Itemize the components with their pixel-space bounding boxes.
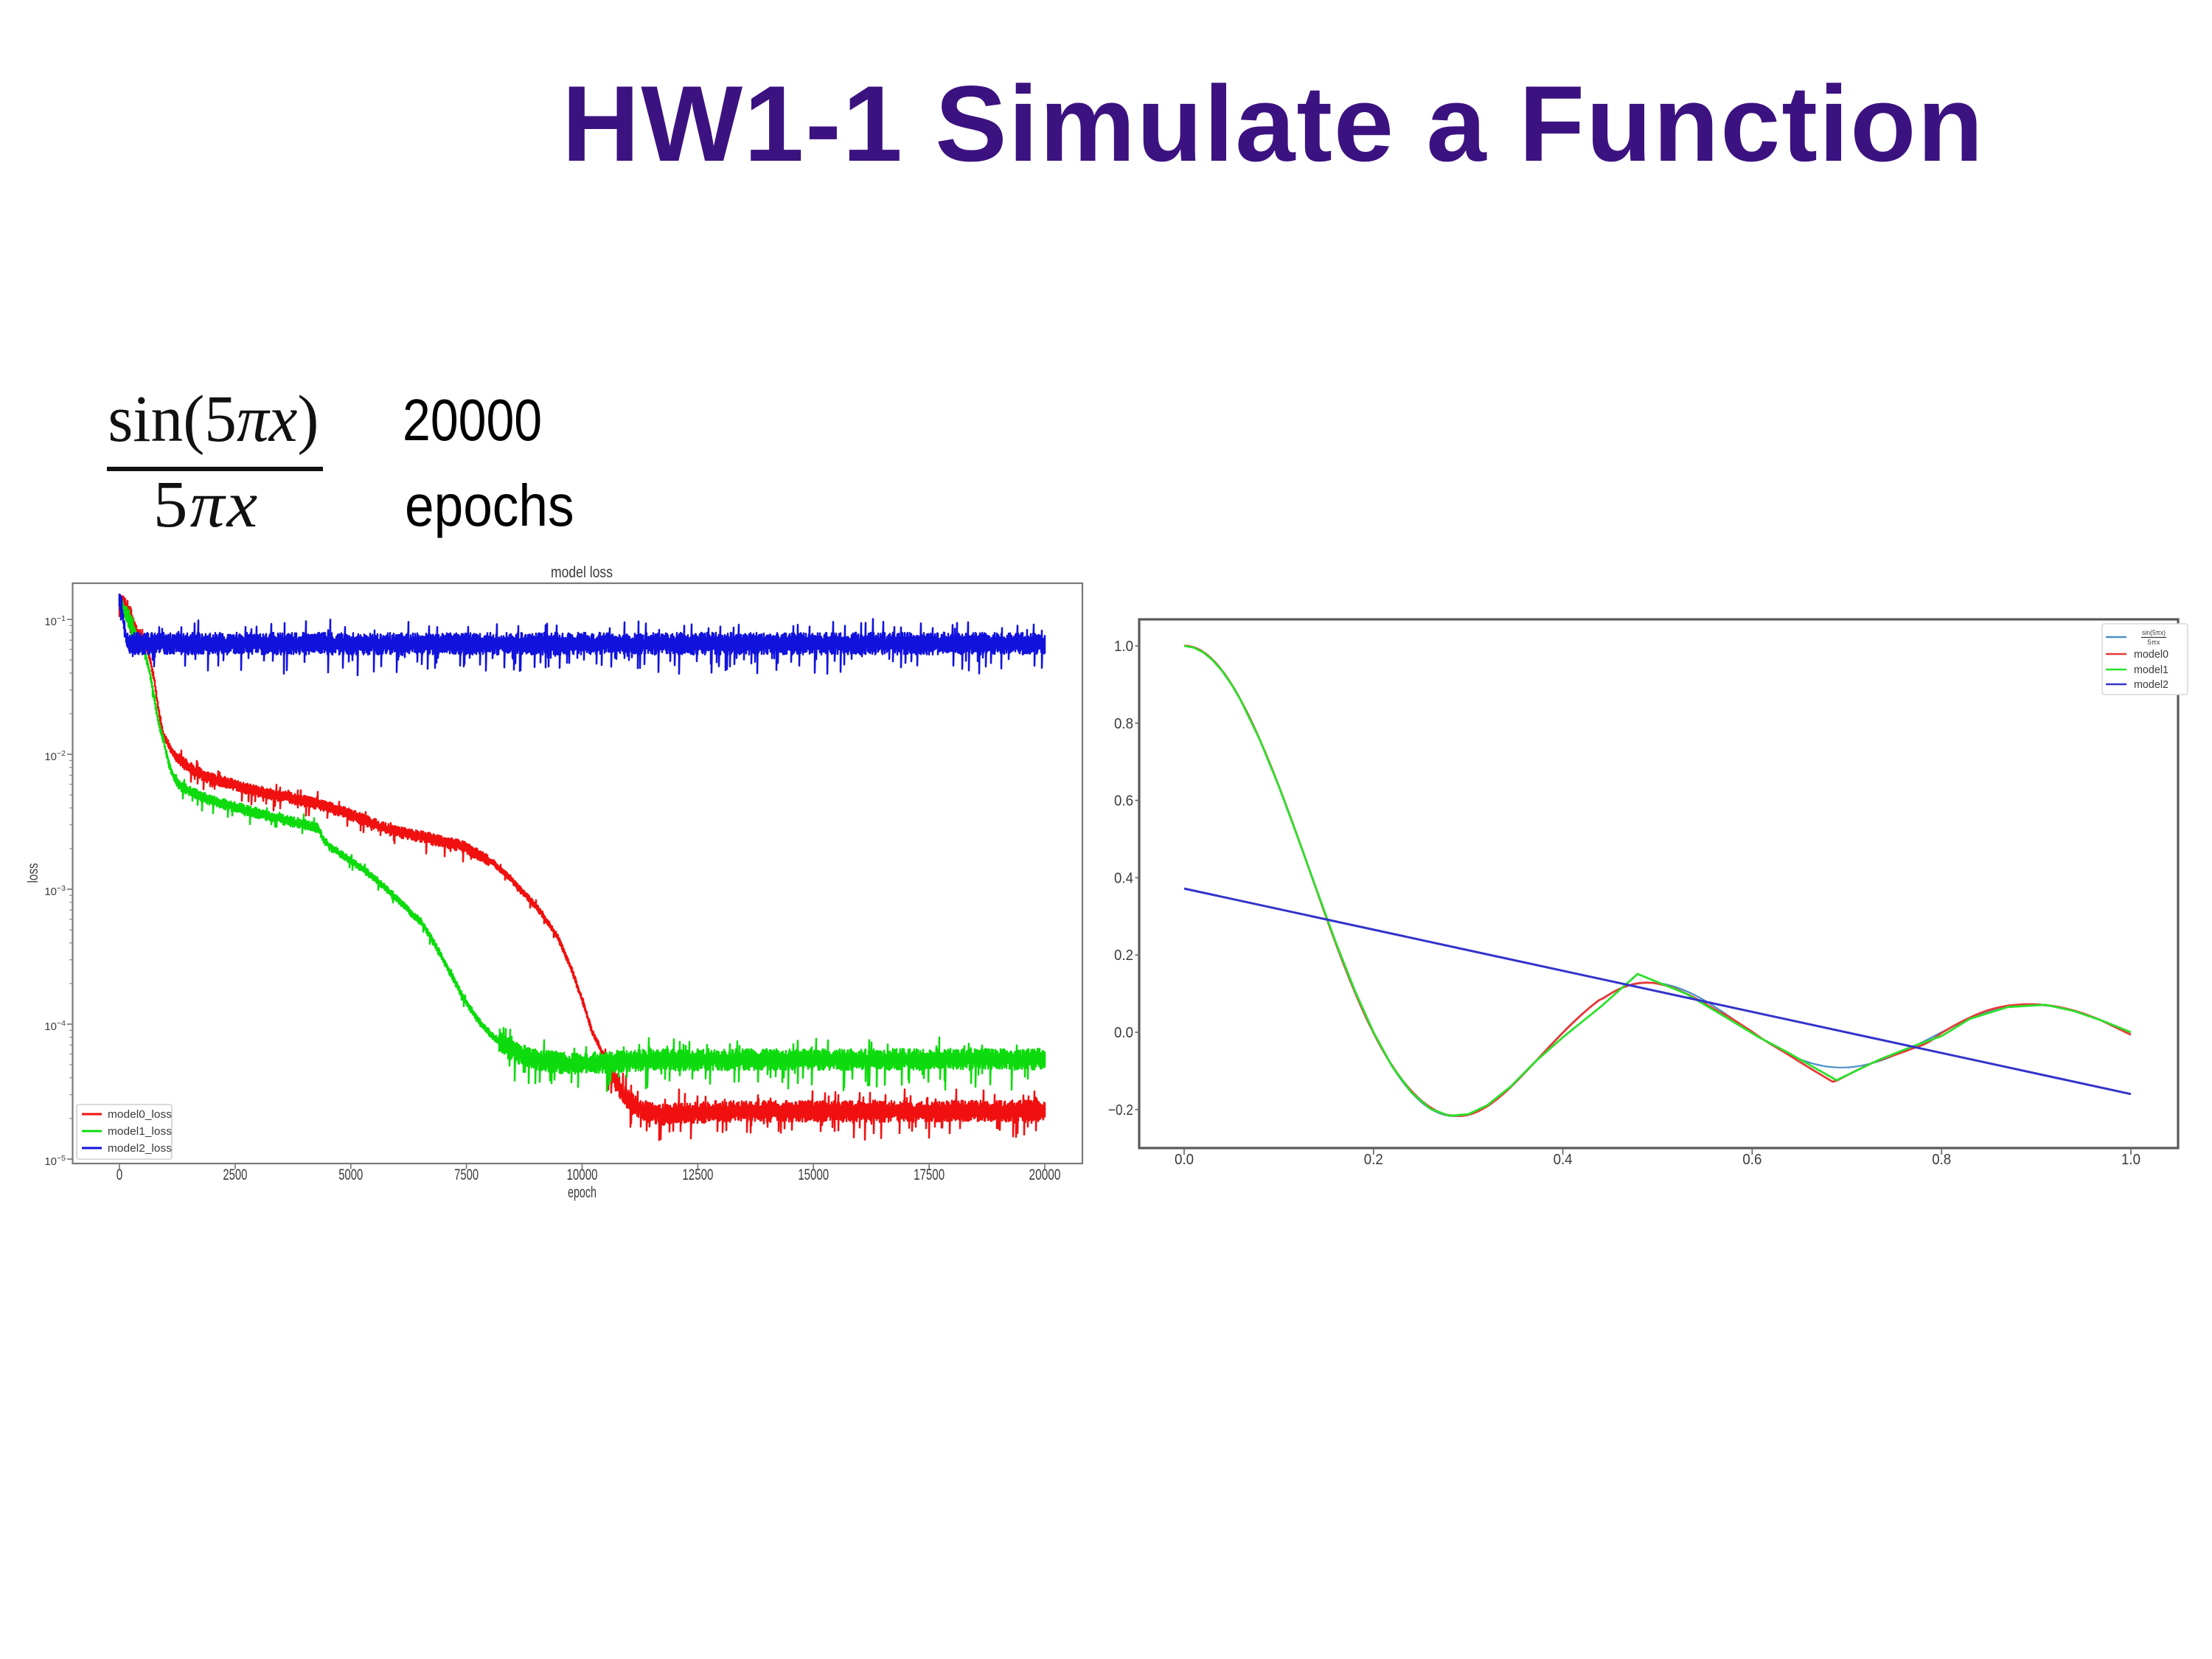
svg-text:model1: model1 bbox=[2134, 664, 2168, 676]
svg-text:0.8: 0.8 bbox=[1114, 716, 1133, 732]
svg-text:10−5: 10−5 bbox=[44, 1154, 66, 1168]
svg-text:model2_loss: model2_loss bbox=[108, 1143, 172, 1155]
svg-text:0.0: 0.0 bbox=[1114, 1025, 1133, 1041]
svg-text:1.0: 1.0 bbox=[2121, 1152, 2140, 1168]
svg-text:7500: 7500 bbox=[454, 1166, 479, 1183]
svg-text:10000: 10000 bbox=[567, 1166, 598, 1183]
svg-text:0.4: 0.4 bbox=[1114, 870, 1133, 886]
svg-text:2500: 2500 bbox=[223, 1166, 247, 1183]
svg-text:15000: 15000 bbox=[798, 1166, 829, 1183]
svg-text:sin(5πx): sin(5πx) bbox=[2142, 629, 2166, 636]
svg-text:10−4: 10−4 bbox=[44, 1019, 66, 1033]
svg-text:0.0: 0.0 bbox=[1175, 1152, 1194, 1168]
svg-text:12500: 12500 bbox=[682, 1166, 713, 1183]
svg-text:17500: 17500 bbox=[914, 1166, 945, 1183]
svg-text:model2: model2 bbox=[2134, 679, 2168, 691]
svg-text:0.4: 0.4 bbox=[1554, 1152, 1573, 1168]
svg-text:0.8: 0.8 bbox=[1932, 1152, 1951, 1168]
svg-text:model loss: model loss bbox=[551, 564, 613, 581]
svg-text:model0: model0 bbox=[2134, 649, 2168, 661]
svg-text:20000: 20000 bbox=[1029, 1166, 1061, 1183]
svg-text:epoch: epoch bbox=[568, 1184, 597, 1201]
svg-text:5000: 5000 bbox=[338, 1166, 363, 1183]
svg-text:0.2: 0.2 bbox=[1364, 1152, 1383, 1168]
svg-text:−0.2: −0.2 bbox=[1108, 1102, 1133, 1119]
svg-text:0.2: 0.2 bbox=[1114, 947, 1133, 964]
svg-text:0: 0 bbox=[116, 1166, 123, 1183]
svg-text:0.6: 0.6 bbox=[1114, 793, 1133, 810]
svg-text:0.6: 0.6 bbox=[1742, 1152, 1761, 1168]
svg-text:5πx: 5πx bbox=[2148, 639, 2161, 646]
svg-text:loss: loss bbox=[26, 863, 41, 883]
svg-text:model1_loss: model1_loss bbox=[108, 1126, 172, 1138]
svg-text:10−3: 10−3 bbox=[44, 884, 66, 898]
svg-text:10−1: 10−1 bbox=[44, 614, 66, 628]
svg-text:10−2: 10−2 bbox=[44, 749, 66, 763]
svg-text:model0_loss: model0_loss bbox=[108, 1109, 172, 1121]
svg-text:1.0: 1.0 bbox=[1114, 639, 1133, 655]
